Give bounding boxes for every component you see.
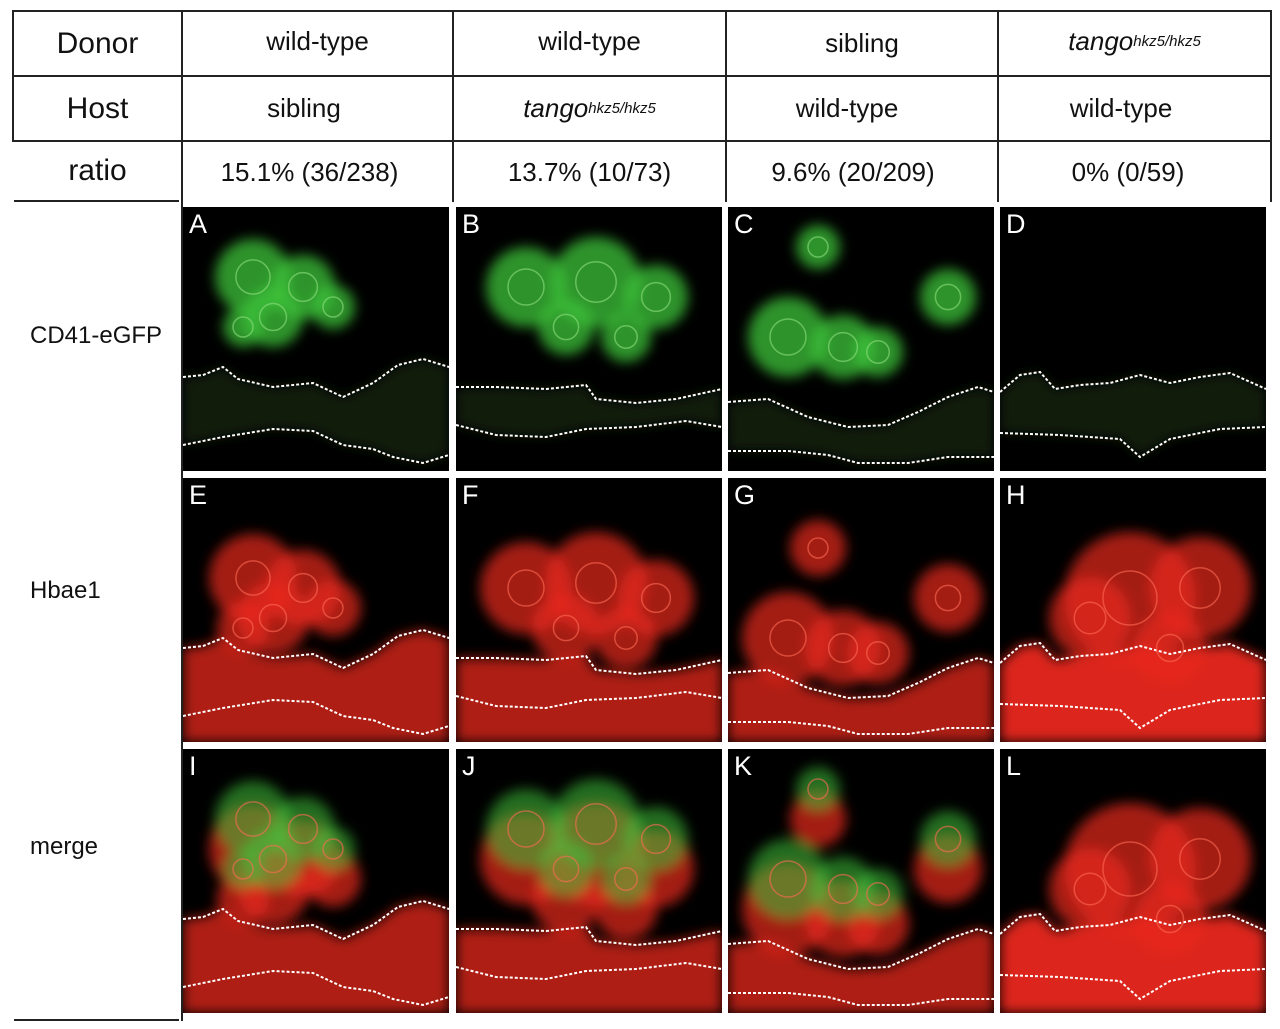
micrograph-panel-h: H	[1000, 478, 1266, 742]
micrograph-panel-d: D	[1000, 207, 1266, 471]
panel-label: L	[1006, 751, 1022, 781]
ratio-col-3: 9.6% (20/209)	[771, 156, 935, 187]
ratio-col-1: 15.1% (36/238)	[220, 156, 399, 187]
table-divider-3	[725, 10, 727, 202]
table-divider-1	[181, 10, 183, 1021]
micrograph-panel-b: B	[456, 207, 722, 471]
table-border-donor-host	[14, 75, 1272, 77]
panel-label: H	[1006, 480, 1026, 510]
table-divider-4	[997, 10, 999, 202]
micrograph-panel-a: A	[183, 207, 449, 471]
row-label-cd41-egfp: CD41-eGFP	[30, 322, 163, 349]
table-border-ratio-bottom	[14, 200, 179, 202]
row-header-host: Host	[66, 91, 129, 125]
ratio-col-2: 13.7% (10/73)	[507, 156, 672, 187]
row-label-hbae1: Hbae1	[30, 577, 101, 604]
table-right-border	[1270, 10, 1272, 202]
host-col-1: sibling	[267, 93, 341, 123]
donor-col-2: wild-type	[538, 26, 641, 56]
donor-col-4: tango hkz5/hkz5	[999, 10, 1270, 73]
panel-label: J	[462, 751, 476, 781]
panel-label: B	[462, 209, 481, 239]
host-col-3: wild-type	[795, 93, 899, 123]
micrograph-panel-f: F	[456, 478, 722, 742]
panel-label: G	[734, 480, 756, 510]
figure-bottom-border	[14, 1019, 179, 1021]
host-col-4: wild-type	[1069, 93, 1173, 123]
micrograph-panel-i: I	[183, 749, 449, 1013]
micrograph-panel-l: L	[1000, 749, 1266, 1013]
panel-label: F	[462, 480, 479, 510]
table-left-border	[12, 10, 14, 142]
donor-col-1: wild-type	[266, 26, 369, 56]
donor-genotype: hkz5/hkz5	[1133, 33, 1201, 50]
table-border-host-ratio	[14, 140, 1272, 142]
panel-label: E	[189, 480, 208, 510]
table-divider-2	[452, 10, 454, 202]
micrograph-panel-j: J	[456, 749, 722, 1013]
panel-label: K	[734, 751, 753, 781]
ratio-col-4: 0% (0/59)	[1071, 156, 1185, 187]
row-label-merge: merge	[30, 833, 99, 860]
donor-col-3: sibling	[825, 28, 899, 58]
host-gene: tango	[523, 93, 589, 123]
host-genotype: hkz5/hkz5	[588, 100, 656, 117]
row-header-donor: Donor	[56, 26, 139, 60]
micrograph-panel-k: K	[728, 749, 994, 1013]
panel-label: D	[1006, 209, 1026, 239]
panel-label: A	[189, 209, 208, 239]
table-top-border	[14, 10, 1272, 12]
micrograph-panel-c: C	[728, 207, 994, 471]
panel-label: C	[734, 209, 754, 239]
donor-gene: tango	[1068, 26, 1134, 56]
panel-label: I	[189, 751, 197, 781]
host-col-2: tango hkz5/hkz5	[454, 77, 725, 140]
micrograph-panel-e: E	[183, 478, 449, 742]
row-header-ratio: ratio	[68, 154, 127, 187]
micrograph-panel-g: G	[728, 478, 994, 742]
